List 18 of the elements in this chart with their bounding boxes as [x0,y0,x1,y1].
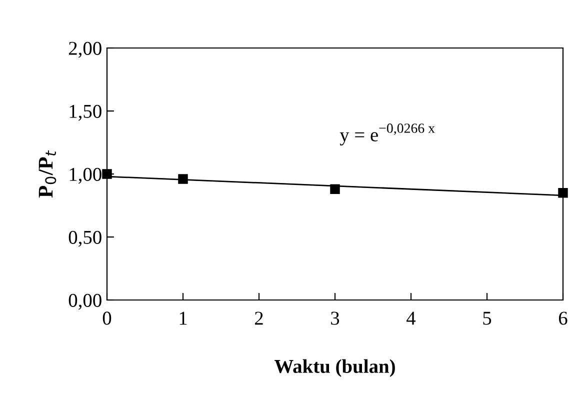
y-tick-label: 1,00 [70,168,102,184]
x-tick-label: 1 [180,312,187,325]
x-tick-label: 4 [406,312,416,325]
y-tick-label: 1,50 [70,104,102,121]
x-tick-label: 2 [254,312,263,325]
y-tick-label: 0,00 [68,294,102,310]
x-tick-label: 6 [558,312,568,325]
point [558,188,568,198]
x-tick-label: 0 [102,312,112,325]
y-tick-label: 2,00 [68,42,102,58]
point [330,184,340,194]
x-tick-label: 3 [331,312,340,325]
annotation: y = e−0,0266 x [340,124,435,146]
y-tick-label: 0,50 [68,230,102,247]
point [178,174,188,184]
x-tick-label: 5 [483,312,492,325]
x-axis-title: Waktu (bulan) [274,359,395,377]
y-axis-title: P$_{0}$/P$_{t}$ [38,150,56,198]
